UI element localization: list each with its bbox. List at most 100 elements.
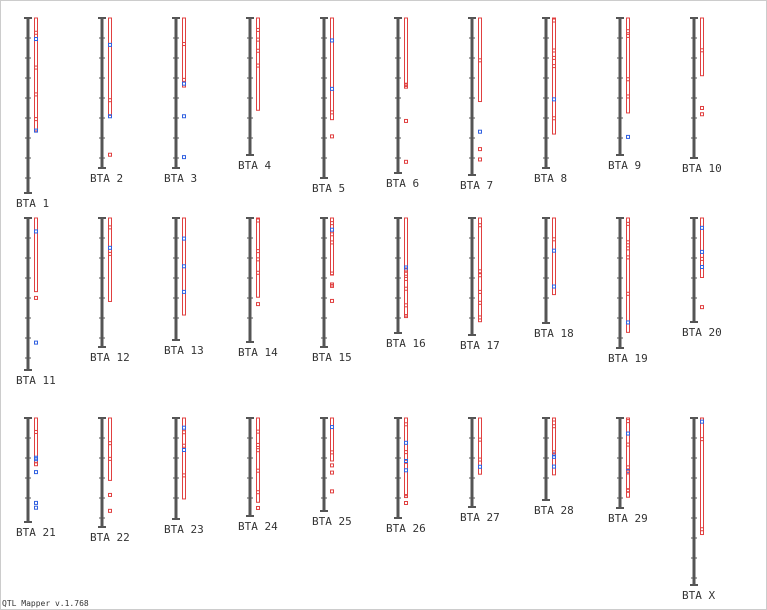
footer: QTL Mapper v.1.768 (2, 599, 89, 608)
qtl-span (182, 17, 186, 88)
qtl-marker (478, 147, 482, 152)
qtl-marker (108, 152, 112, 157)
qtl-marker (404, 276, 408, 281)
qtl-marker (552, 116, 556, 121)
qtl-span (552, 217, 556, 296)
qtl-marker (700, 419, 704, 424)
qtl-marker (626, 246, 630, 251)
qtl-marker (330, 110, 334, 115)
qtl-marker (34, 340, 38, 345)
qtl-span (34, 217, 38, 293)
qtl-marker (256, 218, 260, 223)
qtl-marker (626, 419, 630, 424)
qtl-marker (34, 65, 38, 70)
chromosome-label: BTA 24 (238, 520, 278, 533)
qtl-marker (330, 221, 334, 226)
chromosome-label: BTA 18 (534, 327, 574, 340)
chromosome-label: BTA 5 (312, 182, 345, 195)
qtl-marker (478, 129, 482, 134)
qtl-marker (552, 464, 556, 469)
qtl-marker (700, 225, 704, 230)
chromosome-label: BTA X (682, 589, 715, 602)
chromosome-label: BTA 28 (534, 504, 574, 517)
qtl-marker (700, 437, 704, 442)
qtl-marker (330, 470, 334, 475)
chromosome-label: BTA 22 (90, 531, 130, 544)
qtl-marker (404, 286, 408, 291)
chromosome-label: BTA 25 (312, 515, 352, 528)
qtl-marker (108, 98, 112, 103)
qtl-marker (552, 18, 556, 23)
qtl-span (108, 17, 112, 116)
qtl-marker (626, 221, 630, 226)
qtl-marker (626, 465, 630, 470)
qtl-marker (330, 38, 334, 43)
qtl-marker (34, 470, 38, 475)
qtl-marker (182, 443, 186, 448)
qtl-span (700, 217, 704, 278)
qtl-span (626, 417, 630, 498)
qtl-marker (182, 77, 186, 82)
chromosome-label: BTA 3 (164, 172, 197, 185)
qtl-marker (552, 454, 556, 459)
chromosome-label: BTA 1 (16, 197, 49, 210)
qtl-marker (404, 422, 408, 427)
qtl-span (330, 17, 334, 121)
qtl-span (108, 217, 112, 302)
qtl-marker (256, 490, 260, 495)
qtl-marker (108, 225, 112, 230)
qtl-marker (700, 48, 704, 53)
qtl-marker (182, 264, 186, 269)
chromosome-label: BTA 13 (164, 344, 204, 357)
qtl-marker (34, 500, 38, 505)
qtl-marker (256, 468, 260, 473)
qtl-marker (182, 236, 186, 241)
qtl-marker (626, 134, 630, 139)
qtl-span (626, 217, 630, 333)
chromosome-label: BTA 21 (16, 526, 56, 539)
chromosome-label: BTA 2 (90, 172, 123, 185)
qtl-marker (182, 42, 186, 47)
qtl-marker (404, 440, 408, 445)
qtl-marker (256, 448, 260, 453)
qtl-marker (330, 489, 334, 494)
chromosome-label: BTA 4 (238, 159, 271, 172)
chromosome-label: BTA 23 (164, 523, 204, 536)
chromosome-label: BTA 14 (238, 346, 278, 359)
qtl-marker (108, 114, 112, 119)
chromosome-label: BTA 6 (386, 177, 419, 190)
qtl-marker (552, 450, 556, 455)
qtl-marker (256, 27, 260, 32)
qtl-marker (34, 462, 38, 467)
qtl-marker (552, 424, 556, 429)
qtl-marker (626, 255, 630, 260)
qtl-marker (626, 320, 630, 325)
qtl-marker (34, 455, 38, 460)
qtl-marker (552, 48, 556, 53)
chromosome-label: BTA 15 (312, 351, 352, 364)
qtl-marker (256, 249, 260, 254)
qtl-marker (182, 289, 186, 294)
qtl-marker (34, 30, 38, 35)
qtl-marker (626, 77, 630, 82)
qtl-span (700, 17, 704, 77)
qtl-span (256, 417, 260, 503)
qtl-span (626, 17, 630, 114)
qtl-marker (626, 442, 630, 447)
qtl-span (34, 17, 38, 132)
qtl-span (404, 417, 408, 497)
qtl-span (182, 417, 186, 500)
qtl-marker (478, 58, 482, 63)
qtl-marker (256, 63, 260, 68)
qtl-marker (404, 265, 408, 270)
qtl-marker (626, 470, 630, 475)
chromosome-label: BTA 19 (608, 352, 648, 365)
qtl-marker (626, 33, 630, 38)
qtl-marker (330, 227, 334, 232)
qtl-marker (108, 245, 112, 250)
qtl-marker (626, 94, 630, 99)
qtl-marker (552, 64, 556, 69)
qtl-marker (478, 289, 482, 294)
chromosome-label: BTA 20 (682, 326, 722, 339)
qtl-marker (700, 265, 704, 270)
